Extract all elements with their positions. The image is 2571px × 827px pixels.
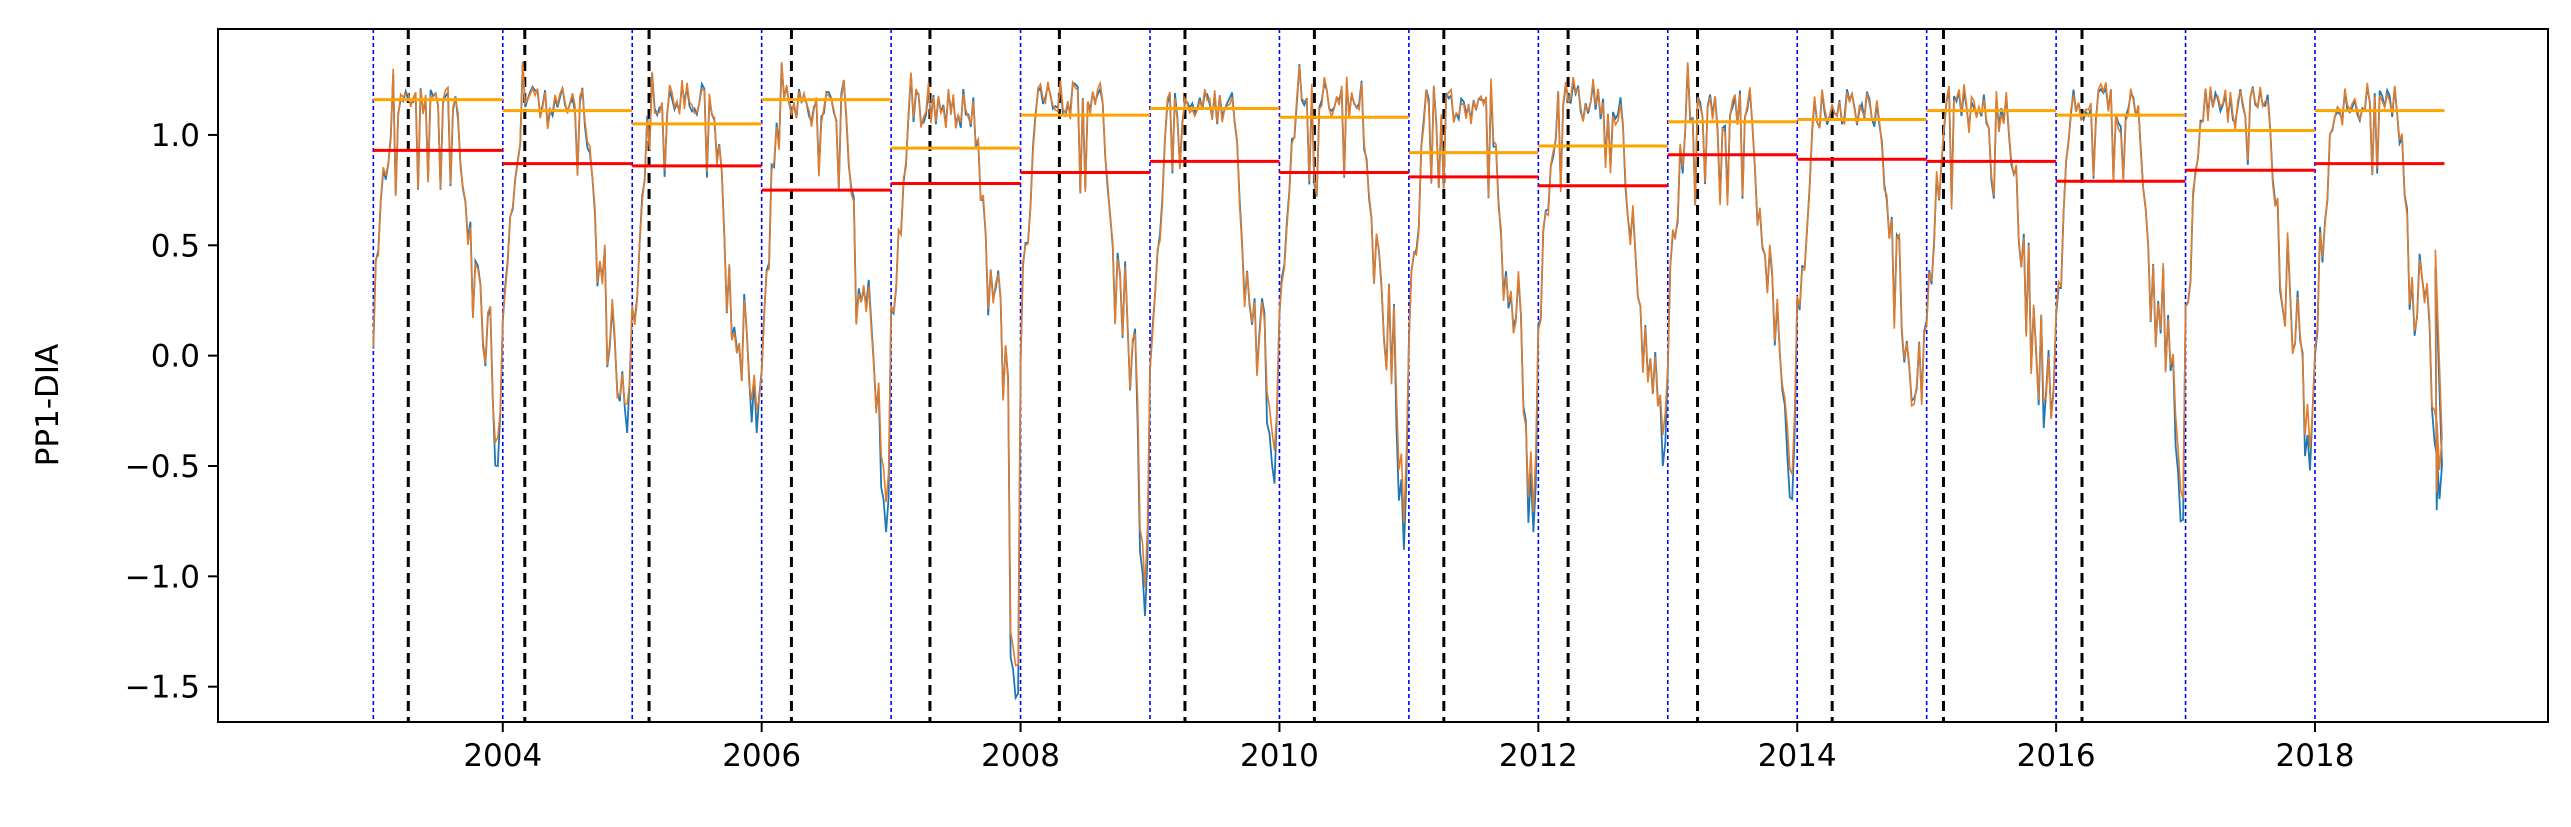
y-tick-label: 0.0 <box>151 339 200 375</box>
series-orange-line <box>372 62 2443 667</box>
x-tick-label: 2018 <box>2276 738 2355 774</box>
y-tick-label: 1.0 <box>151 118 200 154</box>
plot-frame <box>217 28 2549 723</box>
x-tick-label: 2016 <box>2017 738 2096 774</box>
y-tick-label: −1.5 <box>125 670 200 706</box>
y-tick-label: −1.0 <box>125 559 200 595</box>
y-tick-label: 0.5 <box>151 228 200 264</box>
plot-area <box>372 29 2445 722</box>
axes: 2004 2006 2008 2010 2012 2014 2016 2018 1.0 0.5 0.… <box>125 28 2549 774</box>
y-axis-label: PP1-DIA <box>30 344 66 467</box>
x-tick-label: 2006 <box>722 738 801 774</box>
x-tick-label: 2008 <box>981 738 1060 774</box>
y-tick-label: −0.5 <box>125 449 200 485</box>
x-tick-label: 2004 <box>463 738 542 774</box>
x-tick-label: 2014 <box>1758 738 1837 774</box>
x-tick-label: 2012 <box>1499 738 1578 774</box>
x-tick-label: 2010 <box>1240 738 1319 774</box>
